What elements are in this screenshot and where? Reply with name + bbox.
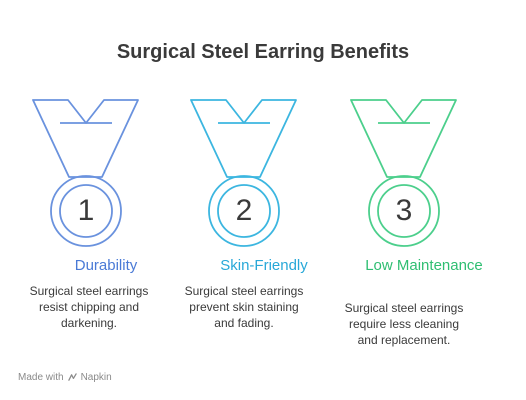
low-maintenance-heading: Low Maintenance <box>365 257 483 274</box>
medal-1-inner-ring <box>59 184 113 238</box>
napkin-brand-label: Napkin <box>80 372 112 383</box>
medal-1-ribbon <box>32 99 139 178</box>
medal-2-number: 2 <box>235 194 253 227</box>
napkin-logo-icon <box>67 373 77 381</box>
made-with-napkin-footer[interactable]: Made with Napkin <box>18 372 112 383</box>
medal-3-number: 3 <box>395 194 413 227</box>
medal-2 <box>190 99 297 247</box>
medal-2-inner-ring <box>217 184 271 238</box>
medal-3-inner-ring <box>377 184 431 238</box>
skin-friendly-description: Surgical steel earrings prevent skin sta… <box>184 284 304 330</box>
low-maintenance-description: Surgical steel earrings require less cle… <box>344 301 464 347</box>
made-with-label: Made with <box>18 372 64 383</box>
skin-friendly-heading: Skin-Friendly <box>220 257 308 274</box>
medal-1-number: 1 <box>77 194 95 227</box>
medal-3 <box>350 99 457 247</box>
durability-description: Surgical steel earrings resist chipping … <box>29 284 149 330</box>
medal-3-ribbon <box>350 99 457 178</box>
medal-2-ribbon <box>190 99 297 178</box>
medal-2-outer-ring <box>208 175 280 247</box>
medal-1 <box>32 99 139 247</box>
medal-3-outer-ring <box>368 175 440 247</box>
page-title: Surgical Steel Earring Benefits <box>116 41 410 63</box>
medal-1-outer-ring <box>50 175 122 247</box>
durability-heading: Durability <box>74 257 138 274</box>
